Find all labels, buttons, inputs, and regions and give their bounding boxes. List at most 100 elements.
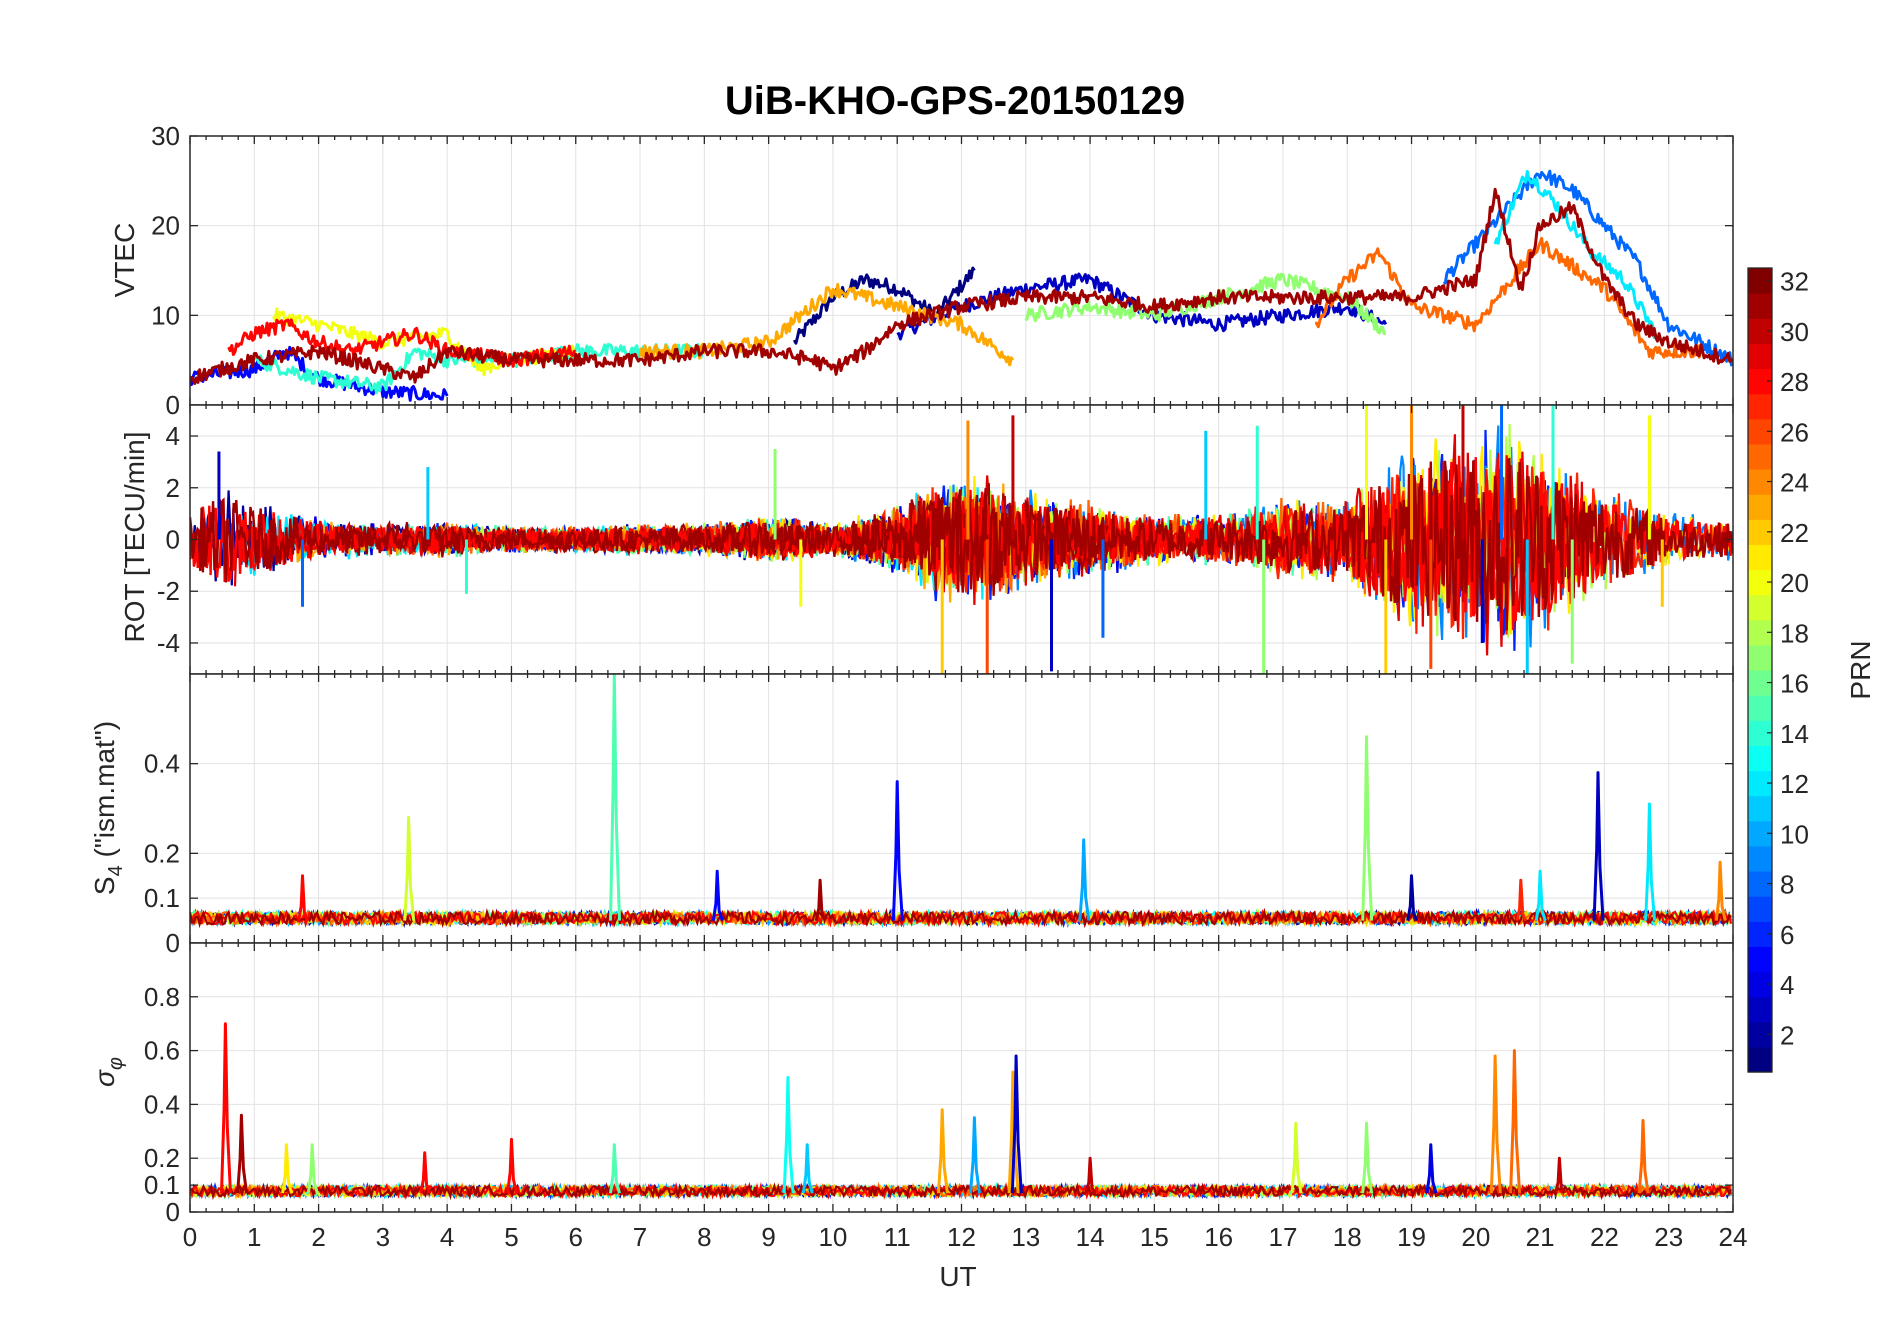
y-tick-label: 0.1 — [144, 1170, 180, 1200]
y-tick-label: 0 — [166, 525, 180, 555]
y-tick-label: 0.4 — [144, 749, 180, 779]
colorbar-segment — [1748, 343, 1772, 370]
series-prn-31 — [190, 1182, 1733, 1201]
s4-ylabel-rest: ("ism.mat") — [89, 721, 120, 865]
colorbar-tick-label: 8 — [1780, 870, 1794, 900]
colorbar-tick-label: 32 — [1780, 267, 1809, 297]
x-tick-label: 14 — [1076, 1222, 1105, 1252]
rot-ylabel: ROT [TECU/min] — [119, 431, 150, 642]
y-tick-label: 0 — [166, 928, 180, 958]
colorbar-segment — [1748, 845, 1772, 872]
spike-prn-17 — [306, 1143, 319, 1194]
panel-vtec: 0 10 20 30 — [151, 121, 1734, 420]
x-tick-label: 21 — [1526, 1222, 1555, 1252]
colorbar-segment — [1748, 946, 1772, 973]
colorbar-segment — [1748, 745, 1772, 772]
x-tick-label: 3 — [376, 1222, 390, 1252]
sigma-ylabel: σφ — [89, 1057, 127, 1087]
figure-title: UiB-KHO-GPS-20150129 — [725, 79, 1185, 123]
spike-prn-5 — [711, 869, 724, 922]
x-axis-label: UT — [939, 1261, 976, 1292]
colorbar-segment — [1748, 393, 1772, 420]
x-tick-label: 12 — [947, 1222, 976, 1252]
sigma-ylabel-sub: φ — [105, 1057, 127, 1070]
data-layer — [190, 674, 1733, 929]
x-tick-label: 5 — [504, 1222, 518, 1252]
spike-prn-4 — [1425, 1143, 1438, 1194]
y-tick-label: 0.2 — [144, 1143, 180, 1173]
y-tick-label: 10 — [151, 300, 180, 330]
series-prn-23 — [638, 282, 1015, 367]
x-tick-label: 16 — [1204, 1222, 1233, 1252]
y-tick-label: 0.8 — [144, 982, 180, 1012]
x-tick-label: 11 — [884, 1222, 911, 1252]
colorbar-segment — [1748, 896, 1772, 922]
colorbar-frame — [1747, 267, 1773, 1073]
colorbar-segment — [1748, 996, 1772, 1023]
data-layer — [190, 1022, 1733, 1201]
colorbar-segment — [1748, 293, 1772, 319]
series-prn-28 — [227, 318, 576, 368]
spike-prn-23 — [1007, 1070, 1020, 1194]
colorbar-label: PRN — [1845, 640, 1876, 699]
x-ticks — [189, 943, 1734, 1212]
spike-prn-28 — [419, 1151, 432, 1194]
colorbar-tick-label: 28 — [1780, 367, 1809, 397]
spike-prn-12 — [1644, 802, 1657, 921]
spike-prn-23 — [936, 1108, 949, 1194]
x-tick-label: 13 — [1011, 1222, 1040, 1252]
colorbar-segment — [1748, 644, 1772, 671]
spike-prn-24 — [1489, 1054, 1502, 1194]
x-tick-label: 15 — [1140, 1222, 1169, 1252]
colorbar-segment — [1748, 494, 1772, 520]
y-tick-label: 2 — [166, 473, 180, 503]
spike-prn-31 — [814, 878, 827, 922]
x-tick-label: 0 — [183, 1222, 197, 1252]
colorbar-tick-label: 4 — [1780, 970, 1794, 1000]
y-tick-label: 0 — [166, 1197, 180, 1227]
spike-prn-28 — [297, 874, 310, 922]
panel-sigma-phi: 00.10.20.40.60.80 1 2 3 4 5 6 7 8 9 10 11 12 13 14 15 16… — [144, 942, 1747, 1252]
y-tick-label: 0.1 — [144, 883, 180, 913]
panel-rot: -4 -2 0 2 4 — [157, 404, 1734, 675]
colorbar-tick-label: 2 — [1780, 1020, 1794, 1050]
spike-prn-25 — [1637, 1119, 1650, 1194]
spike-prn-24 — [1714, 860, 1727, 921]
spike-prn-3 — [1010, 1054, 1023, 1194]
colorbar-tick-label: 10 — [1780, 819, 1809, 849]
x-tick-label: 19 — [1397, 1222, 1426, 1252]
x-tick-label: 10 — [818, 1222, 847, 1252]
y-tick-label: 0.2 — [144, 838, 180, 868]
spike-prn-28 — [506, 1137, 519, 1194]
y-tick-label: -2 — [157, 576, 180, 606]
spike-prn-11 — [801, 1143, 814, 1194]
spike-prn-10 — [969, 1116, 981, 1194]
sigma-ylabel-main: σ — [89, 1069, 120, 1087]
y-tick-label: 0.4 — [144, 1089, 180, 1119]
y-tick-label: 0.6 — [144, 1036, 180, 1066]
colorbar-segment — [1748, 695, 1772, 721]
spike-prn-27 — [1515, 878, 1528, 922]
x-tick-label: 1 — [247, 1222, 261, 1252]
spike-prn-10 — [1078, 838, 1091, 921]
series-prn-31 — [190, 457, 1733, 631]
s4-ylabel: S4 ("ism.mat") — [89, 721, 127, 895]
y-tick-label: 0 — [166, 390, 180, 420]
x-tick-label: 18 — [1333, 1222, 1362, 1252]
colorbar-tick-label: 30 — [1780, 317, 1809, 347]
colorbar-tick-label: 22 — [1780, 518, 1809, 548]
s4-ylabel-main: S — [89, 876, 120, 895]
x-tick-label: 20 — [1461, 1222, 1490, 1252]
s4-ylabel-sub: 4 — [105, 865, 127, 876]
colorbar-tick-label: 16 — [1780, 669, 1809, 699]
x-tick-label: 6 — [569, 1222, 583, 1252]
spike-prn-31 — [236, 1113, 249, 1194]
x-tick-label: 8 — [697, 1222, 711, 1252]
colorbar-segment — [1748, 443, 1772, 470]
spike-prn-17 — [1361, 735, 1374, 921]
spike-prn-15 — [609, 1143, 621, 1194]
spike-prn-3 — [1592, 771, 1605, 921]
